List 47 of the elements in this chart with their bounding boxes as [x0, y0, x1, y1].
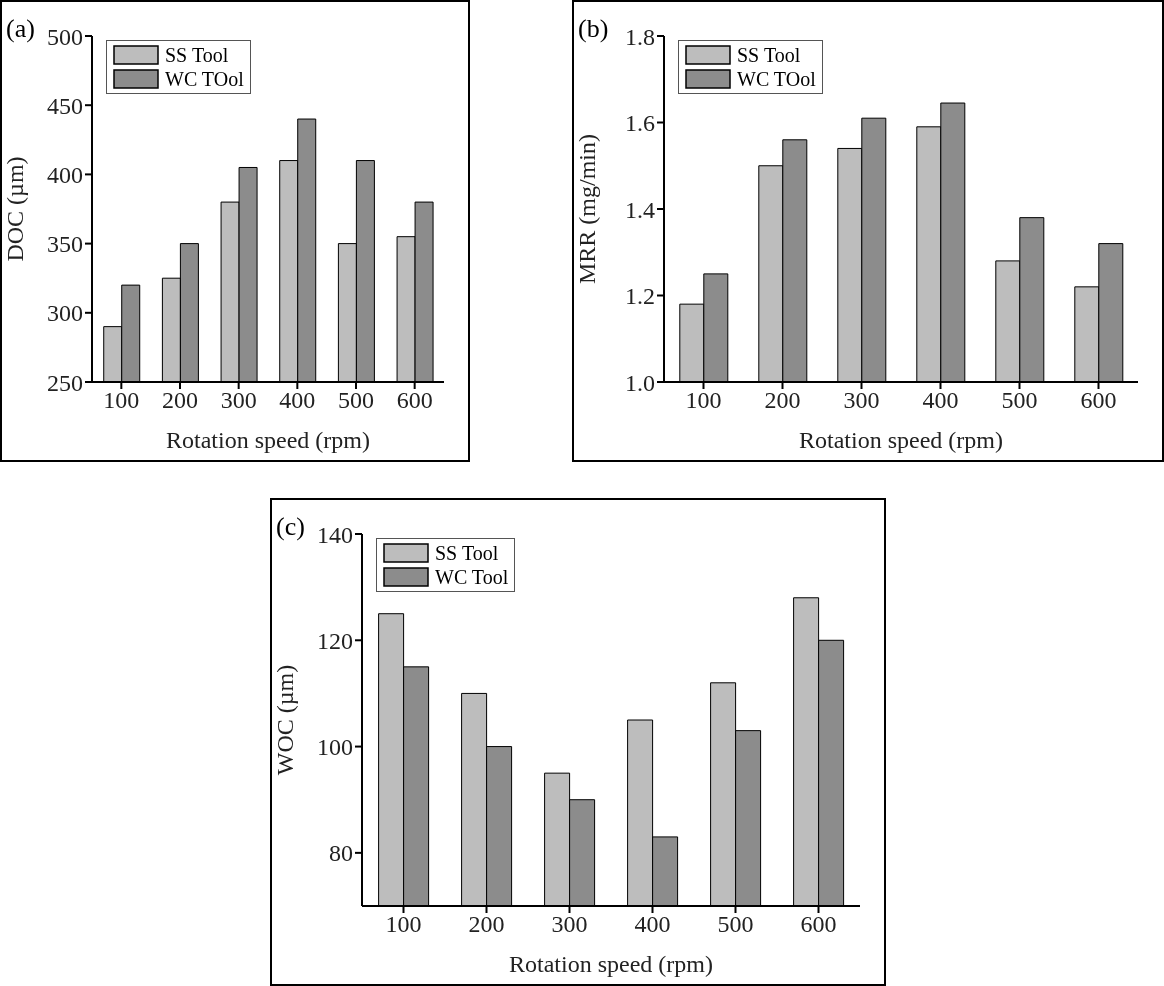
y-tick-label: 80 — [329, 840, 353, 867]
x-tick-label: 400 — [279, 387, 316, 414]
x-tick-label: 600 — [800, 911, 837, 938]
x-tick-label: 300 — [551, 911, 588, 938]
x-tick-label: 600 — [1080, 387, 1117, 414]
chart-title: (b) — [578, 14, 609, 44]
y-tick-label: 450 — [47, 92, 83, 119]
y-tick-label: 1.4 — [625, 196, 655, 223]
x-tick-label: 500 — [717, 911, 754, 938]
x-axis-title: Rotation speed (rpm) — [509, 951, 713, 977]
chart-title: (a) — [6, 14, 35, 44]
x-axis-title: Rotation speed (rpm) — [799, 427, 1003, 453]
x-tick-label: 100 — [685, 387, 722, 414]
x-tick-label: 300 — [843, 387, 880, 414]
x-tick-label: 100 — [385, 911, 422, 938]
legend-label: SS Tool — [737, 43, 801, 67]
y-tick-label: 140 — [317, 521, 353, 548]
y-tick-label: 120 — [317, 627, 353, 654]
y-axis-title: WOC (µm) — [271, 664, 298, 776]
y-tick-label: 1.0 — [625, 369, 655, 396]
y-tick-label: 500 — [47, 23, 83, 50]
legend-label: WC TOol — [737, 67, 816, 91]
x-tick-label: 400 — [922, 387, 959, 414]
legend-label: WC Tool — [435, 565, 509, 589]
y-tick-label: 300 — [47, 300, 83, 327]
y-tick-label: 250 — [47, 369, 83, 396]
y-tick-label: 400 — [47, 161, 83, 188]
x-tick-label: 500 — [338, 387, 374, 414]
legend-label: SS Tool — [435, 541, 499, 565]
x-tick-label: 600 — [396, 387, 433, 414]
y-tick-label: 1.8 — [625, 23, 655, 50]
x-tick-label: 300 — [220, 387, 257, 414]
y-axis-title: MRR (mg/min) — [573, 133, 600, 285]
x-tick-label: 200 — [468, 911, 505, 938]
x-tick-label: 200 — [764, 387, 801, 414]
x-tick-label: 100 — [103, 387, 140, 414]
legend-label: WC TOol — [165, 67, 244, 91]
chart-title: (c) — [276, 512, 305, 542]
y-axis-title: DOC (µm) — [1, 156, 28, 262]
y-tick-label: 1.2 — [625, 283, 655, 310]
y-tick-label: 100 — [317, 734, 353, 761]
legend-label: SS Tool — [165, 43, 229, 67]
y-tick-label: 350 — [47, 231, 83, 258]
x-axis-title: Rotation speed (rpm) — [166, 427, 370, 453]
x-tick-label: 500 — [1001, 387, 1038, 414]
x-tick-label: 200 — [162, 387, 198, 414]
y-tick-label: 1.6 — [625, 110, 655, 137]
